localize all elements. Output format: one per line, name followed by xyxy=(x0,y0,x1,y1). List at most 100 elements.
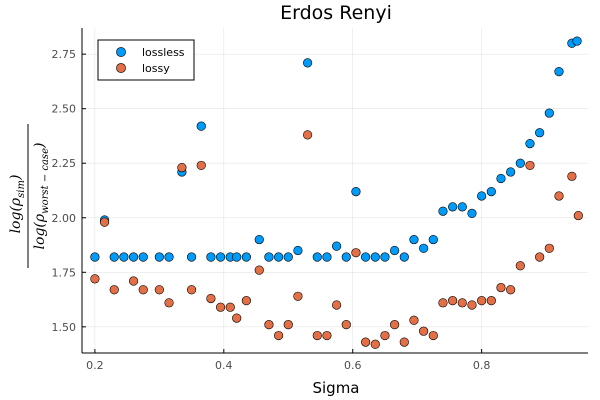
data-point-lossy xyxy=(370,339,380,349)
data-point-lossy xyxy=(409,315,419,325)
data-point-lossless xyxy=(554,67,564,77)
data-point-lossless xyxy=(283,252,293,262)
data-point-lossless xyxy=(312,252,322,262)
data-point-lossless xyxy=(399,252,409,262)
data-point-lossy xyxy=(419,326,429,336)
data-point-lossy xyxy=(90,274,100,284)
legend-marker-lossy xyxy=(116,63,126,73)
data-point-lossy xyxy=(351,248,361,258)
data-point-lossless xyxy=(322,252,332,262)
data-point-lossless xyxy=(457,202,467,212)
data-point-lossless xyxy=(496,173,506,184)
y-tick-label: 2.00 xyxy=(52,212,77,225)
data-point-lossless xyxy=(467,208,477,219)
data-point-lossy xyxy=(254,265,264,275)
axes xyxy=(81,28,588,354)
y-label-denominator: log(ρ xyxy=(32,213,48,249)
data-point-lossless xyxy=(215,252,226,262)
data-point-lossy xyxy=(109,285,119,295)
y-tick-label: 2.75 xyxy=(52,48,77,61)
data-point-lossless xyxy=(206,252,216,262)
data-point-lossy xyxy=(457,298,467,308)
legend-label-lossless: lossless xyxy=(142,46,185,59)
data-point-lossless xyxy=(109,252,119,262)
data-point-lossy xyxy=(138,285,148,295)
y-label-denominator-sub: worst − case xyxy=(40,148,51,214)
data-point-lossless xyxy=(254,234,264,245)
data-point-lossy xyxy=(186,285,197,295)
data-point-lossless xyxy=(390,245,400,256)
data-point-lossless xyxy=(341,252,351,262)
data-point-lossy xyxy=(322,330,332,341)
data-point-lossy xyxy=(477,296,487,306)
data-point-lossless xyxy=(164,252,174,262)
data-point-lossy xyxy=(467,300,477,310)
data-point-lossless xyxy=(351,186,361,197)
data-point-lossless xyxy=(370,252,380,262)
data-point-lossy xyxy=(332,300,342,310)
data-point-lossless xyxy=(186,252,197,262)
data-point-lossy xyxy=(515,261,525,271)
legend-label-lossy: lossy xyxy=(142,62,170,75)
data-point-lossless xyxy=(241,252,251,262)
data-point-lossless xyxy=(293,245,303,256)
data-point-lossy xyxy=(399,337,409,347)
data-point-lossy xyxy=(390,320,400,330)
data-point-lossy xyxy=(273,330,284,341)
data-point-lossless xyxy=(361,252,371,262)
data-point-lossless xyxy=(535,128,545,138)
data-point-lossy xyxy=(525,160,535,171)
y-tick-label: 1.50 xyxy=(52,321,77,334)
data-point-lossy xyxy=(535,252,545,262)
y-label-denominator-close: ) xyxy=(32,143,48,149)
data-point-lossy xyxy=(196,160,206,171)
data-point-lossy xyxy=(380,330,390,341)
data-point-lossy xyxy=(428,330,438,341)
data-point-lossless xyxy=(138,252,148,262)
data-point-lossy xyxy=(438,298,448,308)
data-point-lossy xyxy=(496,282,506,293)
data-point-lossless xyxy=(332,241,342,251)
x-tick-label: 0.8 xyxy=(473,359,491,372)
data-point-lossy xyxy=(361,337,371,347)
y-tick-label: 2.25 xyxy=(52,157,77,170)
data-point-lossless xyxy=(119,252,129,262)
data-point-lossy xyxy=(164,298,174,308)
data-point-lossless xyxy=(515,158,525,168)
data-point-lossless xyxy=(419,243,429,253)
data-point-lossy xyxy=(225,302,235,312)
x-tick-label: 0.6 xyxy=(344,359,362,372)
y-ticks: 1.50 1.75 2.00 2.25 2.50 2.75 xyxy=(52,48,86,334)
data-point-lossless xyxy=(273,252,284,262)
x-tick-label: 0.2 xyxy=(86,359,104,372)
legend: lossless lossy xyxy=(97,39,195,81)
data-point-lossy xyxy=(544,243,554,253)
legend-marker-lossless xyxy=(116,47,126,57)
data-point-lossy xyxy=(264,320,274,330)
data-point-lossless xyxy=(90,252,100,262)
legend-box xyxy=(97,39,195,81)
svg-text:log(ρsim): log(ρsim) xyxy=(8,175,27,234)
data-point-lossless xyxy=(544,108,554,118)
data-point-lossless xyxy=(572,36,582,46)
data-point-lossless xyxy=(380,252,390,262)
data-point-lossy xyxy=(293,291,303,301)
series-lossless xyxy=(90,36,582,262)
data-point-lossy xyxy=(99,217,110,227)
y-tick-label: 1.75 xyxy=(52,266,77,279)
series-lossy xyxy=(90,130,583,349)
y-label-numerator: log(ρ xyxy=(8,197,24,233)
data-point-lossy xyxy=(215,302,226,312)
data-point-lossy xyxy=(154,285,164,295)
x-ticks: 0.2 0.4 0.6 0.8 xyxy=(86,349,490,372)
data-point-lossless xyxy=(428,234,438,245)
chart-title: Erdos Renyi xyxy=(280,2,392,24)
data-point-lossy xyxy=(567,171,577,181)
data-point-lossless xyxy=(303,58,313,68)
svg-text:log(ρworst − case): log(ρworst − case) xyxy=(32,143,51,250)
data-point-lossy xyxy=(241,296,251,306)
data-point-lossless xyxy=(525,139,535,149)
data-point-lossless xyxy=(232,252,242,262)
y-axis-label: log(ρsim) log(ρworst − case) xyxy=(8,124,51,268)
